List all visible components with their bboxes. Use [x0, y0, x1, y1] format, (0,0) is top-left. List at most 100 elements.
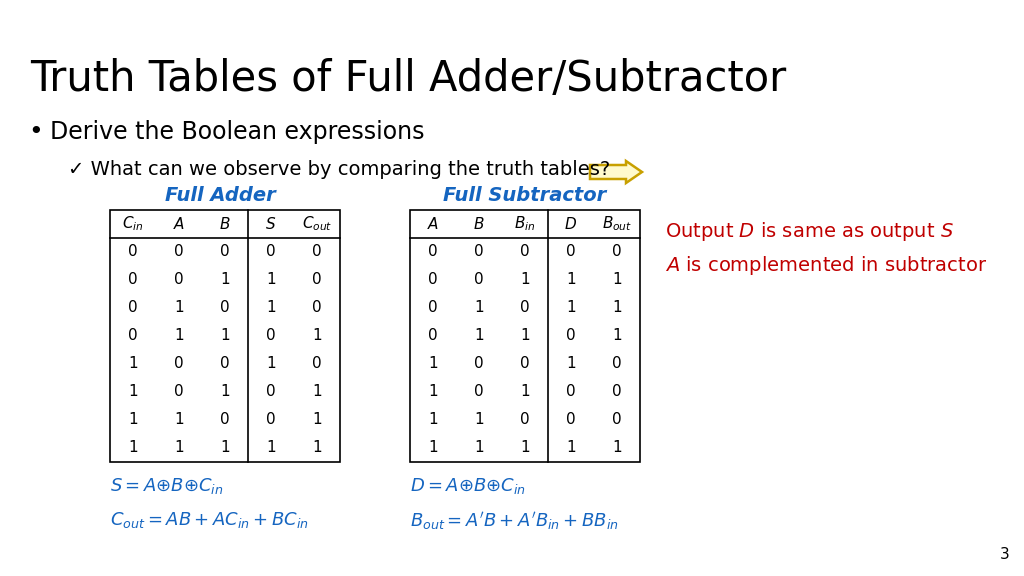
Text: 0: 0: [266, 412, 275, 427]
Text: 1: 1: [128, 441, 138, 456]
Text: 0: 0: [520, 301, 529, 316]
Text: 1: 1: [312, 412, 322, 427]
Text: 1: 1: [312, 328, 322, 343]
Text: 1: 1: [428, 441, 438, 456]
Text: 1: 1: [566, 441, 575, 456]
Text: 0: 0: [520, 412, 529, 427]
Text: $B$: $B$: [219, 216, 230, 232]
Text: $S$: $S$: [265, 216, 276, 232]
Text: 1: 1: [266, 272, 275, 287]
Text: 1: 1: [312, 441, 322, 456]
Text: 1: 1: [612, 328, 622, 343]
Text: 0: 0: [174, 272, 184, 287]
Text: 0: 0: [174, 385, 184, 400]
Text: Full Adder: Full Adder: [165, 186, 275, 205]
Text: 0: 0: [520, 244, 529, 260]
Text: $D = A{\oplus}B{\oplus}C_{in}$: $D = A{\oplus}B{\oplus}C_{in}$: [410, 476, 526, 496]
Text: 1: 1: [266, 441, 275, 456]
Text: 0: 0: [566, 328, 575, 343]
Text: 0: 0: [128, 328, 138, 343]
Text: 0: 0: [174, 357, 184, 372]
Text: 1: 1: [174, 328, 184, 343]
Text: 1: 1: [220, 272, 229, 287]
Text: 1: 1: [174, 301, 184, 316]
Text: 1: 1: [474, 441, 483, 456]
Text: $C_{out} = AB + AC_{in} + BC_{in}$: $C_{out} = AB + AC_{in} + BC_{in}$: [110, 510, 309, 530]
Text: Truth Tables of Full Adder/Subtractor: Truth Tables of Full Adder/Subtractor: [30, 58, 786, 100]
Text: 0: 0: [266, 244, 275, 260]
Text: $C_{in}$: $C_{in}$: [122, 215, 143, 233]
Text: 0: 0: [474, 385, 483, 400]
Text: 1: 1: [428, 357, 438, 372]
Bar: [410, 210, 640, 462]
Text: 0: 0: [612, 244, 622, 260]
Text: 1: 1: [128, 412, 138, 427]
Text: 0: 0: [174, 244, 184, 260]
Text: 0: 0: [220, 357, 229, 372]
Text: 1: 1: [128, 357, 138, 372]
Text: 1: 1: [174, 412, 184, 427]
Text: $D$: $D$: [564, 216, 578, 232]
Text: $B_{out} = A'B + A'B_{in} + BB_{in}$: $B_{out} = A'B + A'B_{in} + BB_{in}$: [410, 510, 618, 532]
Text: 1: 1: [220, 441, 229, 456]
Text: 1: 1: [174, 441, 184, 456]
Text: 1: 1: [520, 272, 529, 287]
Text: 0: 0: [312, 244, 322, 260]
Text: 0: 0: [220, 244, 229, 260]
Text: 0: 0: [128, 301, 138, 316]
Text: $B_{in}$: $B_{in}$: [514, 215, 536, 233]
Bar: [110, 210, 340, 462]
Text: 0: 0: [428, 301, 438, 316]
Text: 0: 0: [428, 244, 438, 260]
Text: 1: 1: [612, 272, 622, 287]
Text: 0: 0: [266, 328, 275, 343]
Text: 0: 0: [612, 412, 622, 427]
Text: 1: 1: [566, 357, 575, 372]
Text: 0: 0: [220, 412, 229, 427]
Text: 1: 1: [220, 385, 229, 400]
Text: Full Subtractor: Full Subtractor: [443, 186, 606, 205]
Text: 1: 1: [612, 301, 622, 316]
Text: 0: 0: [312, 357, 322, 372]
Text: 1: 1: [428, 385, 438, 400]
Text: 1: 1: [566, 301, 575, 316]
Text: 0: 0: [566, 385, 575, 400]
Text: 0: 0: [474, 244, 483, 260]
Text: 1: 1: [128, 385, 138, 400]
Text: 0: 0: [312, 272, 322, 287]
Text: 0: 0: [566, 244, 575, 260]
Text: 0: 0: [612, 385, 622, 400]
Text: 1: 1: [428, 412, 438, 427]
FancyArrow shape: [590, 161, 642, 183]
Text: 1: 1: [520, 441, 529, 456]
Text: $S = A{\oplus}B{\oplus}C_{in}$: $S = A{\oplus}B{\oplus}C_{in}$: [110, 476, 223, 496]
Text: 0: 0: [428, 272, 438, 287]
Text: 0: 0: [612, 357, 622, 372]
Text: 0: 0: [428, 328, 438, 343]
Text: 1: 1: [520, 385, 529, 400]
Text: $B$: $B$: [473, 216, 484, 232]
Text: 0: 0: [474, 357, 483, 372]
Text: $A$: $A$: [427, 216, 439, 232]
Text: $B_{out}$: $B_{out}$: [602, 215, 632, 233]
Text: 0: 0: [312, 301, 322, 316]
Text: 0: 0: [128, 244, 138, 260]
Text: Output $D$ is same as output $S$: Output $D$ is same as output $S$: [665, 220, 953, 243]
Text: 1: 1: [220, 328, 229, 343]
Text: 0: 0: [220, 301, 229, 316]
Text: $A$: $A$: [173, 216, 185, 232]
Text: 1: 1: [266, 357, 275, 372]
Text: 1: 1: [520, 328, 529, 343]
Text: 1: 1: [266, 301, 275, 316]
Text: 0: 0: [566, 412, 575, 427]
Text: 0: 0: [520, 357, 529, 372]
Text: ✓ What can we observe by comparing the truth tables?: ✓ What can we observe by comparing the t…: [68, 160, 610, 179]
Text: 1: 1: [612, 441, 622, 456]
Text: •: •: [28, 120, 43, 144]
Text: 0: 0: [128, 272, 138, 287]
Text: 3: 3: [1000, 547, 1010, 562]
Text: $C_{out}$: $C_{out}$: [302, 215, 332, 233]
Text: 1: 1: [474, 301, 483, 316]
Text: 1: 1: [474, 412, 483, 427]
Text: 1: 1: [474, 328, 483, 343]
